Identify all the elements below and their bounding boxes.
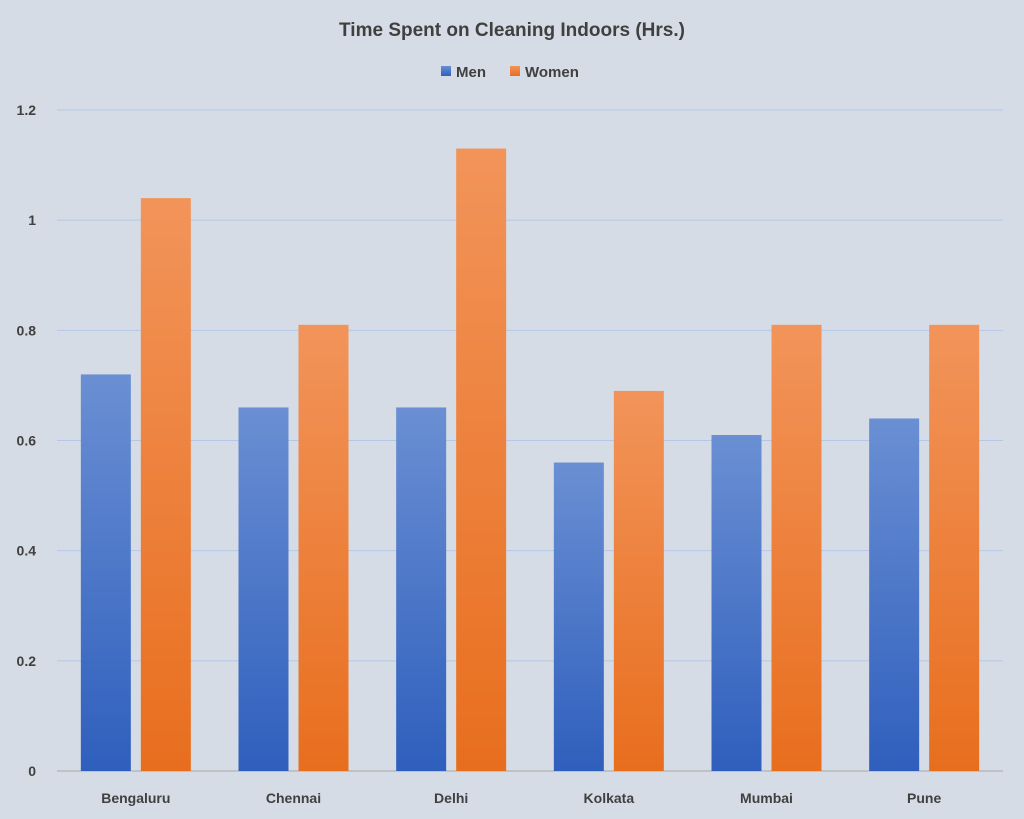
bar-women-chennai bbox=[298, 324, 349, 771]
legend-swatch-women bbox=[510, 66, 520, 76]
chart-title: Time Spent on Cleaning Indoors (Hrs.) bbox=[339, 20, 685, 41]
y-tick-label: 0.6 bbox=[17, 433, 37, 449]
bar-women-delhi bbox=[456, 148, 507, 771]
bar-men-kolkata bbox=[553, 462, 604, 771]
x-category-label: Chennai bbox=[266, 790, 321, 806]
y-axis-ticks: 0 0.2 0.4 0.6 0.8 1 1.2 bbox=[17, 102, 37, 779]
gridlines bbox=[57, 109, 1003, 772]
x-category-label: Mumbai bbox=[740, 790, 793, 806]
bars bbox=[80, 148, 980, 772]
bar-women-mumbai bbox=[771, 324, 822, 771]
y-tick-label: 0.4 bbox=[17, 543, 37, 559]
y-tick-label: 0.2 bbox=[17, 653, 37, 669]
bar-men-pune bbox=[869, 418, 920, 771]
legend-swatch-men bbox=[441, 66, 451, 76]
x-category-label: Pune bbox=[907, 790, 941, 806]
x-category-label: Bengaluru bbox=[101, 790, 170, 806]
bar-men-chennai bbox=[238, 407, 289, 771]
bar-women-bengaluru bbox=[140, 198, 191, 772]
legend-label-men: Men bbox=[456, 64, 486, 81]
x-category-label: Kolkata bbox=[584, 790, 635, 806]
y-tick-label: 0 bbox=[28, 763, 36, 779]
y-tick-label: 1.2 bbox=[17, 102, 37, 118]
bar-men-delhi bbox=[396, 407, 447, 771]
legend-label-women: Women bbox=[525, 64, 579, 81]
y-tick-label: 1 bbox=[28, 212, 36, 228]
bar-men-bengaluru bbox=[80, 374, 131, 771]
bar-women-kolkata bbox=[613, 390, 664, 771]
x-category-label: Delhi bbox=[434, 790, 468, 806]
bar-men-mumbai bbox=[711, 434, 762, 771]
legend: Men Women bbox=[441, 64, 579, 81]
y-tick-label: 0.8 bbox=[17, 322, 37, 338]
x-axis-categories: Bengaluru Chennai Delhi Kolkata Mumbai Pune bbox=[101, 790, 941, 806]
bar-women-pune bbox=[929, 324, 980, 771]
